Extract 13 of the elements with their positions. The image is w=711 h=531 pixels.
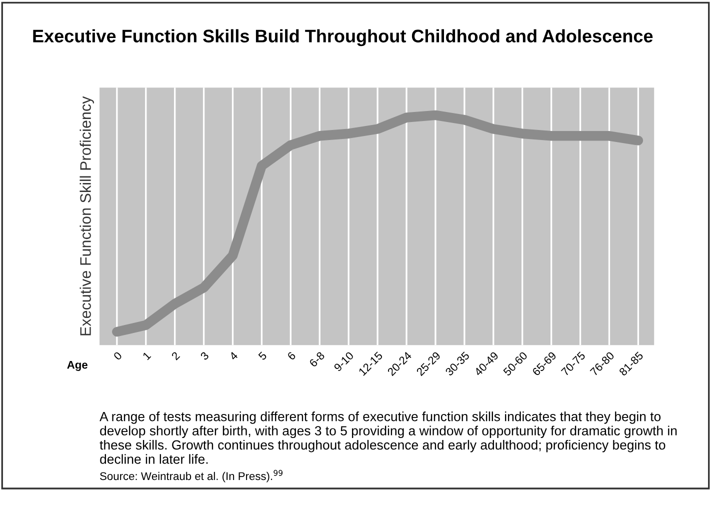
x-tick-label: 2	[171, 351, 180, 360]
source-note: Source: Weintraub et al. (In Press).$^{99}$	[100, 470, 283, 482]
x-tick-label: 6	[286, 351, 296, 360]
x-tick-label: 4	[228, 351, 238, 361]
x-tick-label: 5	[258, 351, 268, 361]
x-axis-title: Age	[67, 360, 88, 371]
text: A range of tests measuring different forms of executive function skills indicates that they begin to develop shortly after birth, with ages 3 to 5 providing a window of opportunity for dramatic growth in these skills. Growth continues throughout adolescence and early adulthood; proficiency begins to decline in later life.	[100, 412, 677, 464]
x-tick-label: 6-8	[308, 351, 326, 368]
x-tick-label: 1	[142, 351, 152, 360]
y-axis-title: Executive Function Skill Proficiency	[80, 96, 94, 336]
x-tick-label: 0	[113, 351, 122, 361]
chart-title: Executive Function Skills Build Throughout Childhood and Adolescence	[33, 29, 653, 46]
x-tick-label: 3	[200, 351, 210, 361]
